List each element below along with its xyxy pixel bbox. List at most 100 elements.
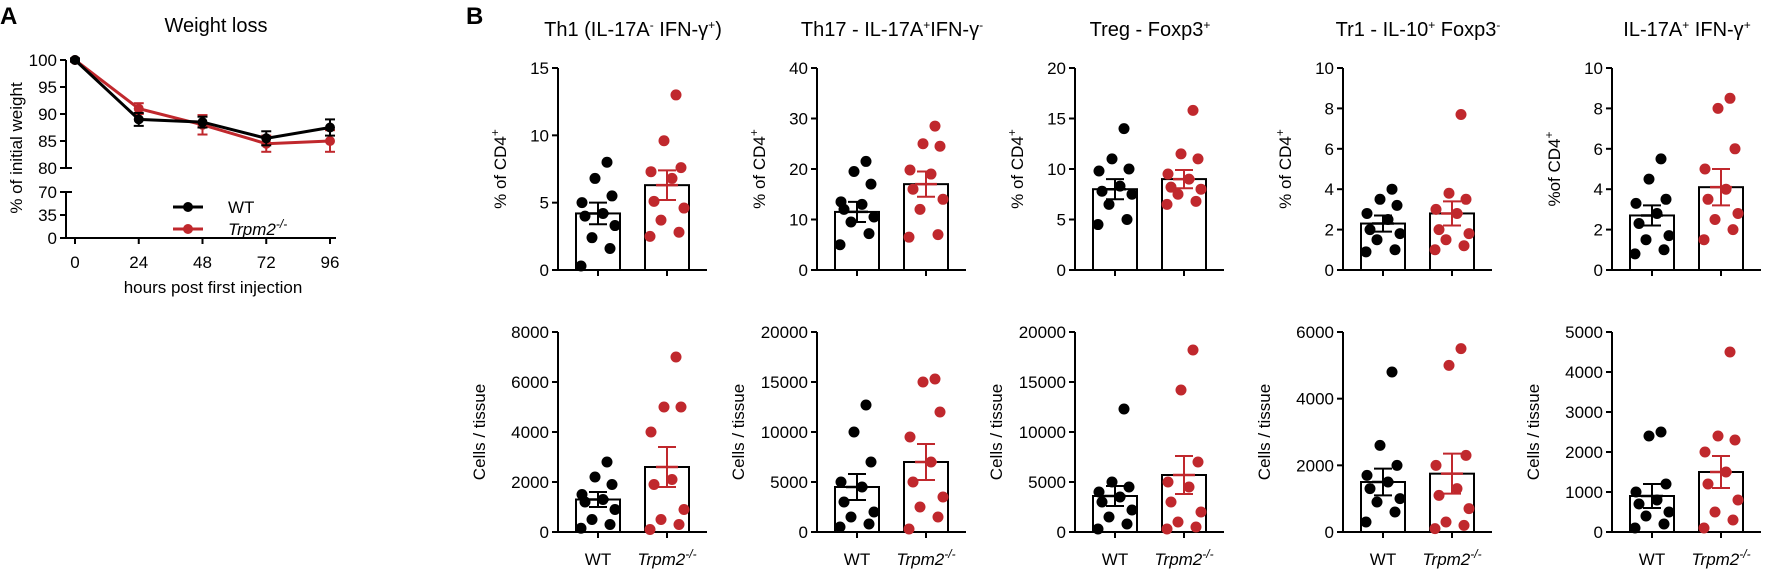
data-point-trpm2 [1190, 195, 1202, 207]
data-point-wt [1126, 504, 1138, 516]
data-point-trpm2 [678, 202, 690, 214]
x-axis-label: hours post first injection [124, 278, 303, 297]
data-point-trpm2 [670, 351, 682, 363]
data-point-wt [575, 260, 587, 272]
data-point-trpm2 [1162, 168, 1174, 180]
chart-tr1-cells: 0 2000 4000 6000 Cells / tissue WT Trpm2-/- [1255, 323, 1492, 569]
data-point-wt [1121, 518, 1133, 530]
data-point-trpm2 [914, 203, 926, 215]
data-point-trpm2 [1433, 489, 1445, 501]
y-tick-label: 0 [1325, 523, 1334, 542]
data-point-trpm2 [932, 511, 944, 523]
data-point-wt [606, 479, 618, 490]
data-point-trpm2 [1729, 434, 1741, 446]
data-point-wt [1655, 153, 1667, 165]
x-tick-label-sup: -/- [685, 547, 696, 561]
data-point-wt [1374, 193, 1386, 205]
data-point-wt [1640, 510, 1652, 522]
data-point-wt [835, 196, 847, 208]
data-point-wt [1394, 493, 1406, 505]
data-point-wt [1103, 511, 1115, 523]
x-tick-label-trpm2: Trpm2-/- [896, 547, 955, 569]
data-point-trpm2 [675, 162, 687, 174]
y-tick-label: 10 [1047, 160, 1066, 179]
data-point-trpm2 [678, 504, 690, 515]
data-point-trpm2 [1698, 522, 1710, 534]
data-point-trpm2 [1192, 153, 1204, 165]
x-tick-label-wt: WT [1639, 550, 1665, 569]
data-point-wt [1103, 198, 1115, 210]
y-tick-label: 35 [38, 206, 57, 225]
data-point-wt [848, 426, 860, 438]
y-tick-label: 15 [530, 59, 549, 78]
data-point-wt [1092, 523, 1104, 535]
x-tick-label-main: Trpm2 [1154, 550, 1202, 569]
data-point-trpm2 [1195, 183, 1207, 195]
data-point-trpm2 [1712, 430, 1724, 442]
data-point-trpm2 [1430, 203, 1442, 215]
data-point-trpm2 [1702, 478, 1714, 490]
data-point-trpm2 [903, 523, 915, 535]
y-axis-label: Cells / tissue [987, 384, 1006, 480]
y-axis-label-main: %of CD4 [1545, 138, 1564, 206]
data-point-trpm2 [1455, 108, 1467, 120]
data-point-wt [1643, 173, 1655, 185]
data-point-trpm2 [1724, 92, 1736, 104]
y-axis-label: % of CD4+ [1273, 129, 1295, 209]
data-point [70, 55, 80, 65]
data-point-trpm2 [1709, 506, 1721, 518]
y-tick-label: 20000 [1019, 323, 1066, 342]
y-tick-label: 8 [1594, 99, 1603, 118]
y-axis-label-main: Cells / tissue [1255, 384, 1274, 480]
title-superscript: - [1496, 18, 1500, 32]
data-point-wt [589, 172, 601, 184]
chart-title: IL-17A+ IFN-γ+ [1623, 18, 1750, 41]
data-point-trpm2 [1433, 224, 1445, 236]
title-superscript: + [1744, 18, 1751, 32]
y-tick-label: 15000 [1019, 373, 1066, 392]
legend-label-trpm2: Trpm2-/- [228, 217, 287, 239]
data-point-wt [1106, 476, 1118, 488]
y-tick-label: 2000 [511, 473, 549, 492]
data-point-wt [1663, 506, 1675, 518]
title-part: Th17 - IL-17A [801, 19, 924, 41]
data-point-wt [1660, 478, 1672, 490]
data-point-wt [1658, 244, 1670, 256]
data-point-wt [1386, 183, 1398, 195]
data-point-trpm2 [1172, 188, 1184, 200]
data-point-trpm2 [934, 140, 946, 152]
data-point-wt [586, 232, 598, 244]
y-tick-label: 0 [1057, 523, 1066, 542]
weight-chart-title: Weight loss [164, 15, 267, 37]
data-point-wt [868, 211, 880, 223]
data-point-wt [1640, 234, 1652, 246]
data-point-trpm2 [1172, 516, 1184, 528]
data-point-wt [604, 242, 616, 254]
data-point-wt [1382, 214, 1394, 225]
data-point-wt [1389, 244, 1401, 256]
data-point-trpm2 [1699, 163, 1711, 175]
x-tick-label: 48 [193, 253, 212, 272]
data-point-wt [1118, 403, 1130, 415]
y-tick-label: 10000 [761, 423, 808, 442]
data-point-trpm2 [644, 230, 656, 242]
y-axis-label: Cells / tissue [1255, 384, 1274, 480]
y-tick-label: 0 [1594, 261, 1603, 280]
data-point-trpm2 [1175, 148, 1187, 160]
data-point [325, 122, 335, 133]
x-tick-label-main: Trpm2 [1422, 550, 1470, 569]
data-point-wt [1386, 366, 1398, 378]
weight-loss-chart: Weight loss 80 85 90 95 100 0 35 70 0 24 48 72 96 hour… [7, 15, 339, 297]
y-tick-label: 20000 [761, 323, 808, 342]
y-axis-label: Cells / tissue [1524, 384, 1543, 480]
y-tick-label: 4000 [1296, 390, 1334, 409]
data-point-wt [1633, 218, 1645, 230]
y-axis-label-sup: + [1542, 131, 1556, 138]
data-point-trpm2 [645, 166, 657, 178]
y-tick-label: 20 [1047, 59, 1066, 78]
data-point-trpm2 [917, 138, 929, 150]
data-point-wt [1121, 214, 1133, 225]
y-tick-label: 5000 [770, 473, 808, 492]
